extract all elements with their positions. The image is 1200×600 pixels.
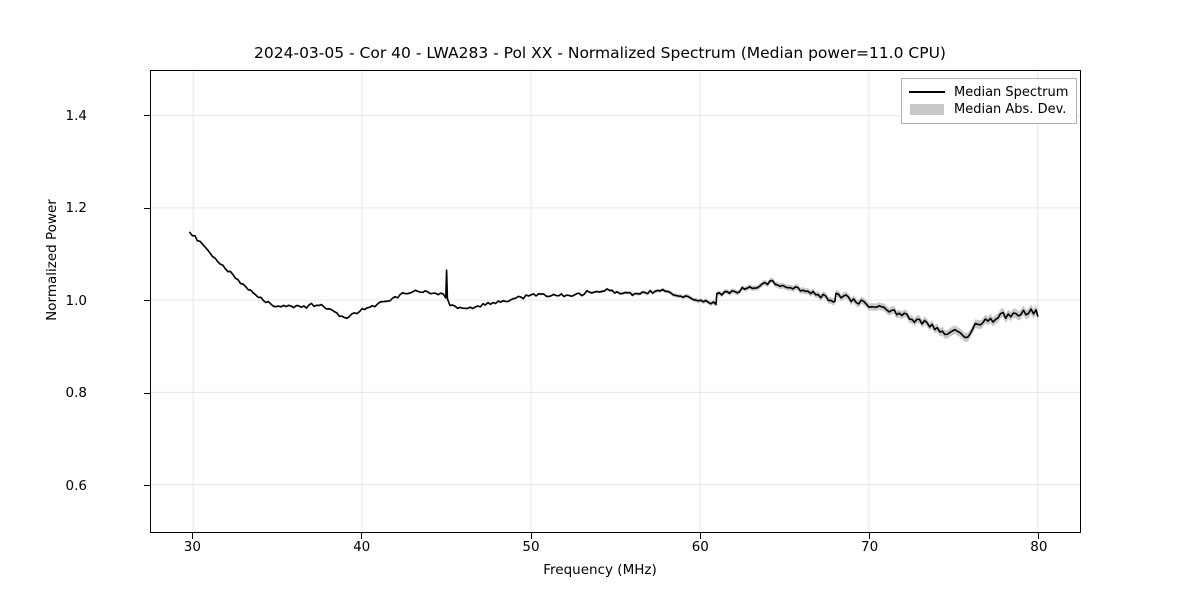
y-tick-mark-3 xyxy=(144,207,150,209)
y-tick-mark-0 xyxy=(144,485,150,487)
y-tick-label-0: 0.6 xyxy=(65,477,87,494)
x-tick-mark-3 xyxy=(699,533,701,539)
y-tick-mark-1 xyxy=(144,392,150,394)
x-tick-mark-1 xyxy=(361,533,363,539)
y-tick-label-4: 1.4 xyxy=(65,107,87,124)
median-abs-dev-band xyxy=(189,231,1038,342)
grid-lines xyxy=(151,71,1080,532)
x-tick-mark-5 xyxy=(1038,533,1040,539)
legend-label-median-spectrum: Median Spectrum xyxy=(954,84,1069,100)
x-tick-mark-4 xyxy=(869,533,871,539)
y-tick-label-2: 1.0 xyxy=(65,292,87,309)
legend-patch-swatch xyxy=(909,102,945,116)
x-tick-label-4: 70 xyxy=(861,539,879,555)
legend-label-median-abs-dev: Median Abs. Dev. xyxy=(954,101,1067,117)
x-tick-label-0: 30 xyxy=(183,539,201,555)
legend-entry-median-spectrum: Median Spectrum xyxy=(909,84,1069,100)
chart-title: 2024-03-05 - Cor 40 - LWA283 - Pol XX - … xyxy=(254,44,946,62)
y-axis-label: Normalized Power xyxy=(44,199,60,321)
median-spectrum-line xyxy=(189,231,1039,339)
y-tick-mark-2 xyxy=(144,300,150,302)
x-axis-label: Frequency (MHz) xyxy=(543,562,657,578)
legend-box: Median Spectrum Median Abs. Dev. xyxy=(901,78,1077,124)
spectrum-plot-svg xyxy=(151,71,1080,532)
x-tick-label-2: 50 xyxy=(522,539,540,555)
legend-entry-median-abs-dev: Median Abs. Dev. xyxy=(909,101,1069,117)
y-tick-label-1: 0.8 xyxy=(65,385,87,401)
plot-area xyxy=(150,70,1081,533)
x-tick-mark-0 xyxy=(191,533,193,539)
x-tick-mark-2 xyxy=(530,533,532,539)
y-tick-label-3: 1.2 xyxy=(65,200,87,216)
x-tick-label-1: 40 xyxy=(353,539,371,555)
y-tick-mark-4 xyxy=(144,115,150,117)
x-tick-label-3: 60 xyxy=(691,539,709,555)
legend-line-swatch xyxy=(909,85,945,99)
x-tick-label-5: 80 xyxy=(1030,539,1048,555)
